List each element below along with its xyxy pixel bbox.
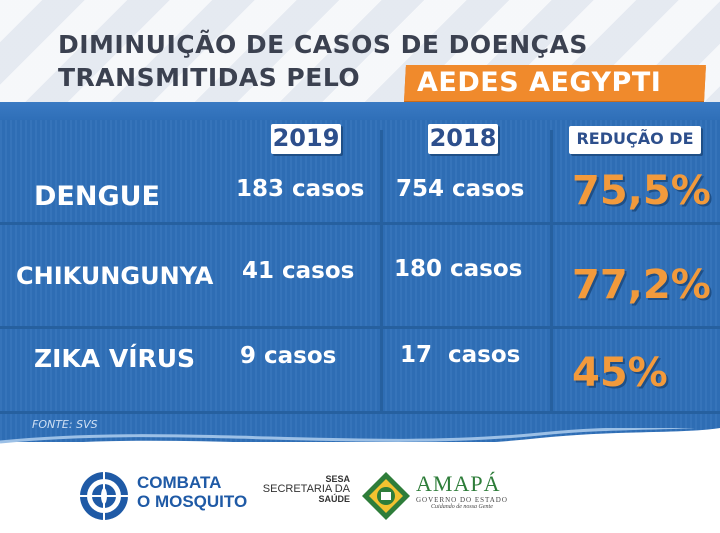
title-line-2: TRANSMITIDAS PELO <box>58 63 361 92</box>
row-cases-2019: 41 casos <box>242 258 355 284</box>
mosquito-target-icon <box>80 472 128 520</box>
column-header-2019: 2019 <box>271 124 341 154</box>
header <box>0 0 720 115</box>
title-badge: AEDES AEGYPTI <box>404 65 706 101</box>
title-line-1: DIMINUIÇÃO DE CASOS DE DOENÇAS <box>58 30 588 59</box>
row-cases-2018: 754 casos <box>396 176 525 202</box>
column-header-reduction: REDUÇÃO DE <box>569 126 701 154</box>
row-divider <box>0 411 720 414</box>
row-cases-2018: 180 casos <box>394 256 523 282</box>
row-disease-zika: ZIKA VÍRUS <box>34 344 196 373</box>
row-reduction: 77,2% <box>572 262 711 308</box>
data-board <box>0 102 720 442</box>
source-note: FONTE: SVS <box>32 418 98 431</box>
column-header-2018: 2018 <box>428 124 498 154</box>
column-divider <box>380 130 383 413</box>
row-cases-2019: 183 casos <box>236 176 365 202</box>
state-logo-text: AMAPÁ GOVERNO DO ESTADO Cuidando de noss… <box>416 471 508 511</box>
campaign-logo-text: COMBATA O MOSQUITO <box>137 473 248 511</box>
state-seal-icon <box>362 472 410 520</box>
row-divider <box>0 326 720 329</box>
row-divider <box>0 222 720 225</box>
row-disease-dengue: DENGUE <box>34 181 160 212</box>
sesa-logo-text: SESA SECRETARIA DA SAÚDE <box>262 474 350 504</box>
title-badge-text: AEDES AEGYPTI <box>417 67 662 98</box>
row-reduction: 75,5% <box>572 168 711 214</box>
row-reduction: 45% <box>572 350 668 396</box>
wave-divider <box>0 428 720 458</box>
row-cases-2018: 17 casos <box>400 342 521 368</box>
row-disease-chikungunya: CHIKUNGUNYA <box>16 262 214 290</box>
column-divider <box>550 130 553 413</box>
row-cases-2019: 9 casos <box>240 343 337 369</box>
